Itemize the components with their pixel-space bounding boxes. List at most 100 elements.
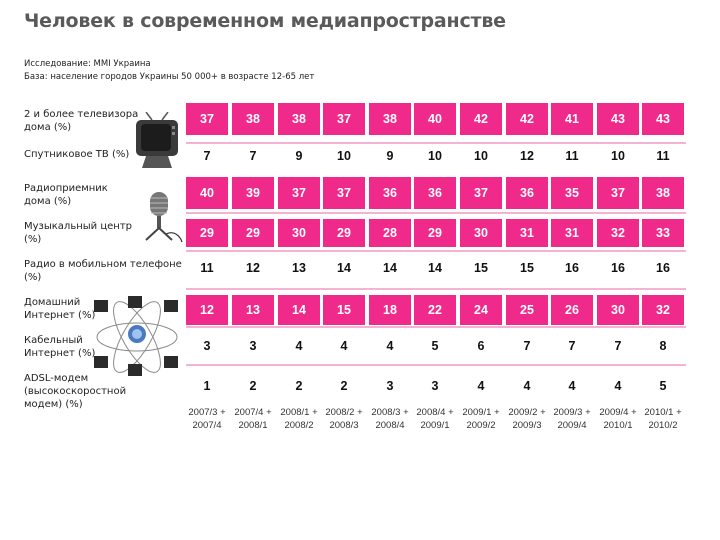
table-cell: 10 [474,149,488,163]
table-cell: 7 [614,339,622,353]
table-cell: 4 [295,339,303,353]
table-cell: 5 [659,379,667,393]
table-cell: 25 [506,295,548,325]
network-computers-icon [94,296,178,376]
table-cell: 35 [551,177,593,209]
row-label-line: дома (%) [24,196,72,207]
row-label-cable-internet: Кабельный Интернет (%) [24,334,95,360]
period-label-line: 2008/2 + [325,407,363,418]
period-label-line: 2008/4 [375,420,405,431]
table-cell: 14 [278,295,320,325]
row-label-line: (%) [24,272,42,283]
table-cell: 42 [506,103,548,135]
table-cell: 30 [460,219,502,247]
page-title: Человек в современном медиапространстве [24,10,506,32]
table-cell: 31 [551,219,593,247]
table-cell: 13 [292,261,306,275]
table-cell: 10 [611,149,625,163]
tv-icon [136,112,178,168]
row-label-line: модем) (%) [24,399,83,410]
table-cell: 38 [278,103,320,135]
table-cell: 4 [568,379,576,393]
period-label-line: 2007/3 + [188,407,226,418]
period-label: 2007/3 + 2007/4 [182,406,232,432]
row-label-adsl: ADSL-модем (высокоскоростной модем) (%) [24,372,126,411]
table-cell: 15 [323,295,365,325]
table-cell: 10 [337,149,351,163]
table-cell: 14 [337,261,351,275]
table-cell: 2 [340,379,348,393]
period-label-line: 2008/3 + [371,407,409,418]
table-cell: 29 [323,219,365,247]
table-cell: 36 [414,177,456,209]
table-cell: 4 [614,379,622,393]
row-label-line: 2 и более телевизора [24,109,139,120]
period-label-line: 2007/4 + [234,407,272,418]
row-label-line: Интернет (%) [24,310,96,321]
table-cell: 40 [186,177,228,209]
table-cell: 39 [232,177,274,209]
row-label-line: Радиоприемник [24,183,108,194]
table-cell: 37 [186,103,228,135]
period-label: 2009/1 + 2009/2 [456,406,506,432]
source-info: Исследование: MMI Украина База: населени… [24,58,314,84]
period-label-line: 2009/2 [466,420,496,431]
row-label-line: (%) [24,234,42,245]
table-cell: 4 [386,339,394,353]
period-label-line: 2010/1 [603,420,633,431]
table-cell: 12 [520,149,534,163]
row-label-tv: 2 и более телевизора дома (%) [24,108,138,134]
table-cell: 32 [642,295,684,325]
row-label-line: Интернет (%) [24,348,96,359]
table-cell: 5 [431,339,439,353]
period-label-line: 2008/1 + [280,407,318,418]
row-label-music-center: Музыкальный центр (%) [24,220,132,246]
row-separator [186,212,686,214]
table-cell: 37 [278,177,320,209]
table-cell: 32 [597,219,639,247]
table-cell: 38 [369,103,411,135]
table-cell: 37 [323,177,365,209]
table-cell: 29 [232,219,274,247]
row-label-mobile-radio: Радио в мобильном телефоне (%) [24,258,182,284]
table-cell: 18 [369,295,411,325]
table-cell: 3 [203,339,211,353]
row-label-line: Музыкальный центр [24,221,132,232]
table-cell: 14 [383,261,397,275]
source-line-2: База: население городов Украины 50 000+ … [24,72,315,82]
table-cell: 14 [428,261,442,275]
table-cell: 36 [506,177,548,209]
period-label-line: 2009/4 [557,420,587,431]
table-cell: 37 [460,177,502,209]
row-label-line: Домашний [24,297,81,308]
period-label: 2008/2 + 2008/3 [319,406,369,432]
table-cell: 1 [203,379,211,393]
table-cell: 26 [551,295,593,325]
table-cell: 8 [659,339,667,353]
table-cell: 12 [186,295,228,325]
table-cell: 29 [414,219,456,247]
row-label-home-internet: Домашний Интернет (%) [24,296,95,322]
table-cell: 42 [460,103,502,135]
row-separator [186,364,686,366]
table-cell: 30 [597,295,639,325]
period-label-line: 2009/2 + [508,407,546,418]
table-cell: 15 [474,261,488,275]
table-cell: 11 [200,261,214,275]
table-cell: 7 [249,149,257,163]
period-label-line: 2009/4 + [599,407,637,418]
table-cell: 36 [369,177,411,209]
row-label-line: ADSL-модем [24,373,89,384]
row-label-line: Радио в мобильном телефоне [24,259,182,270]
table-cell: 43 [642,103,684,135]
table-cell: 3 [249,339,257,353]
source-line-1: Исследование: MMI Украина [24,59,151,69]
period-label: 2007/4 + 2008/1 [228,406,278,432]
table-cell: 7 [523,339,531,353]
table-cell: 4 [523,379,531,393]
table-cell: 28 [369,219,411,247]
table-cell: 38 [642,177,684,209]
table-cell: 38 [232,103,274,135]
table-cell: 37 [323,103,365,135]
period-label-line: 2008/2 [284,420,314,431]
